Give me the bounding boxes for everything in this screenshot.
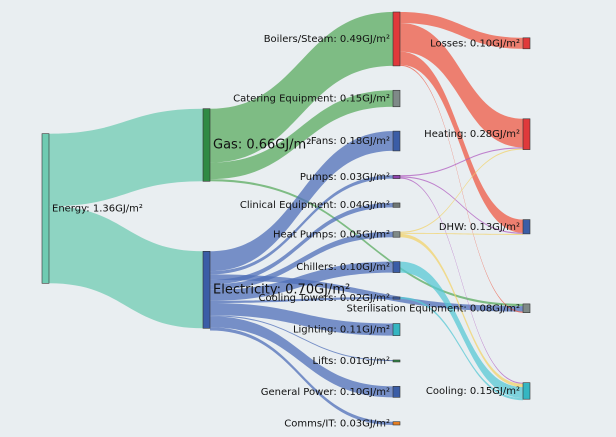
link — [400, 23, 523, 148]
node-label: Lighting: 0.11GJ/m² — [293, 325, 390, 336]
link — [400, 296, 523, 401]
link — [400, 261, 523, 399]
link — [49, 108, 203, 207]
node — [392, 202, 401, 208]
node-label: DHW: 0.13GJ/m² — [439, 222, 520, 233]
node-label: Heating: 0.28GJ/m² — [424, 129, 520, 140]
node — [392, 386, 401, 398]
link — [400, 148, 523, 233]
node-label: Losses: 0.10GJ/m² — [430, 38, 520, 49]
node — [522, 118, 531, 150]
link — [210, 231, 393, 290]
link — [400, 232, 523, 235]
node — [392, 323, 401, 336]
node-label: Boilers/Steam: 0.49GJ/m² — [264, 34, 390, 45]
node-label: Chillers: 0.10GJ/m² — [296, 262, 390, 273]
link — [400, 64, 523, 313]
link — [400, 233, 523, 388]
link — [400, 147, 523, 177]
link — [210, 315, 393, 362]
node — [392, 89, 401, 108]
node — [392, 359, 401, 363]
node-label: Energy: 1.36GJ/m² — [52, 204, 143, 215]
link — [210, 90, 393, 180]
link — [210, 12, 393, 163]
node — [202, 251, 211, 329]
node — [522, 37, 531, 50]
node — [522, 219, 531, 235]
link — [210, 261, 393, 301]
link — [210, 303, 393, 336]
node-label: Sterilisation Equipment: 0.08GJ/m² — [347, 303, 520, 314]
link — [210, 327, 393, 425]
node — [202, 108, 211, 182]
node — [392, 130, 401, 152]
node-label: Pumps: 0.03GJ/m² — [300, 172, 390, 183]
node-label: Comms/IT: 0.03GJ/m² — [284, 418, 390, 429]
link — [210, 131, 393, 272]
link — [400, 12, 523, 49]
node — [41, 133, 50, 284]
node-label: General Power: 0.10GJ/m² — [261, 387, 390, 398]
link — [400, 176, 523, 234]
node — [392, 296, 401, 300]
node-label: Catering Equipment: 0.15GJ/m² — [233, 94, 390, 105]
node-label: Electricity: 0.70GJ/m² — [213, 282, 350, 297]
link — [210, 274, 523, 312]
node — [392, 261, 401, 273]
link — [210, 179, 523, 307]
link — [210, 316, 393, 398]
node-label: Cooling: 0.15GJ/m² — [426, 386, 520, 397]
node — [392, 11, 401, 67]
link — [210, 175, 393, 275]
node-label: Clinical Equipment: 0.04GJ/m² — [240, 200, 390, 211]
link — [210, 296, 393, 303]
node-label: Lifts: 0.01GJ/m² — [313, 356, 390, 367]
node — [392, 421, 401, 426]
node — [522, 382, 531, 400]
link — [49, 206, 203, 329]
links — [49, 12, 523, 425]
link — [400, 51, 523, 233]
node-label: Fans: 0.18GJ/m² — [311, 136, 390, 147]
link — [400, 177, 523, 384]
node — [392, 231, 401, 238]
node-label: Heat Pumps: 0.05GJ/m² — [273, 229, 390, 240]
node-label: Gas: 0.66GJ/m² — [213, 138, 311, 153]
node — [392, 174, 401, 179]
node-label: Cooling Towers: 0.02GJ/m² — [259, 293, 390, 304]
node — [522, 303, 531, 313]
nodes: Energy: 1.36GJ/m² Gas: 0.66GJ/m² Electrici… — [41, 11, 531, 429]
link — [210, 202, 393, 285]
